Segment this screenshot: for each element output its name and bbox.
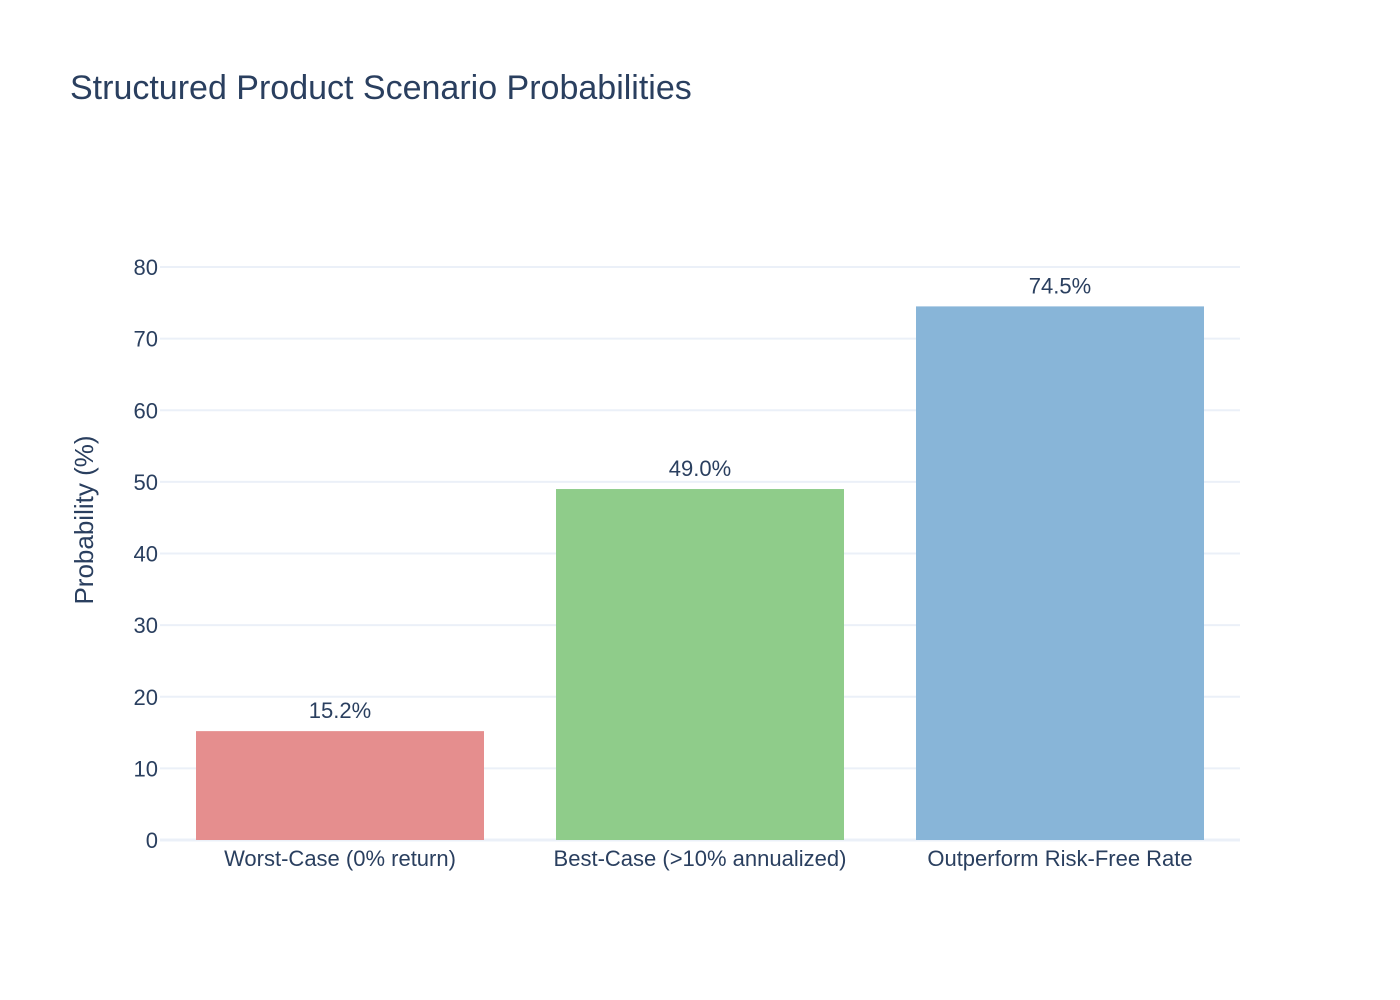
bar <box>196 731 484 840</box>
chart-title: Structured Product Scenario Probabilitie… <box>70 69 692 107</box>
bar-value-label: 15.2% <box>309 698 371 723</box>
y-tick-label: 70 <box>134 327 158 352</box>
y-tick-label: 0 <box>146 828 158 853</box>
y-tick-label: 30 <box>134 613 158 638</box>
y-axis-ticks: 0 10 20 30 40 50 60 70 80 <box>134 255 158 853</box>
bar-value-label: 49.0% <box>669 456 731 481</box>
bar-value-label: 74.5% <box>1029 273 1091 298</box>
x-axis-ticks: Worst-Case (0% return) Best-Case (>10% an… <box>224 846 1193 871</box>
y-tick-label: 60 <box>134 398 158 423</box>
x-tick-label: Best-Case (>10% annualized) <box>554 846 847 871</box>
bar <box>916 306 1204 840</box>
y-tick-label: 20 <box>134 685 158 710</box>
bar <box>556 489 844 840</box>
y-axis-title: Probability (%) <box>69 435 99 604</box>
y-tick-label: 40 <box>134 542 158 567</box>
x-tick-label: Outperform Risk-Free Rate <box>927 846 1192 871</box>
y-tick-label: 10 <box>134 756 158 781</box>
bars <box>196 306 1204 840</box>
y-tick-label: 50 <box>134 470 158 495</box>
bar-labels: 15.2% 49.0% 74.5% <box>309 273 1091 723</box>
x-tick-label: Worst-Case (0% return) <box>224 846 456 871</box>
y-tick-label: 80 <box>134 255 158 280</box>
